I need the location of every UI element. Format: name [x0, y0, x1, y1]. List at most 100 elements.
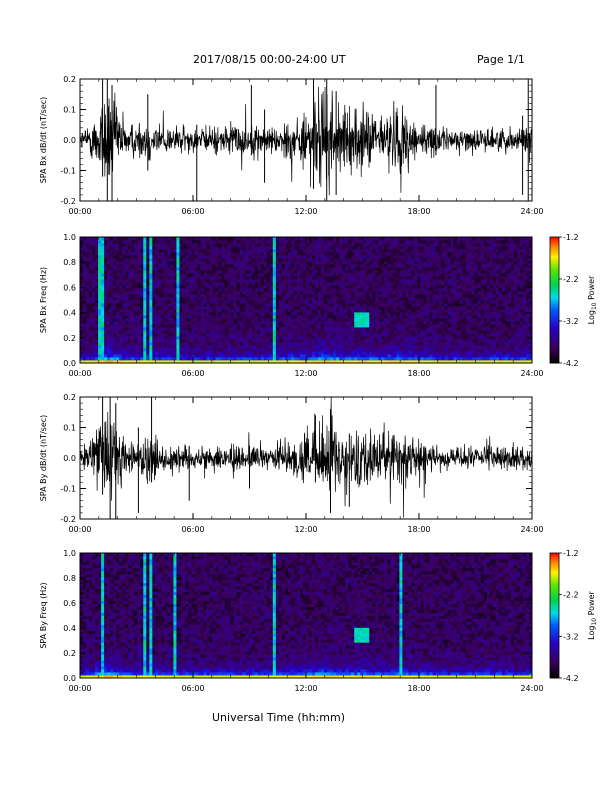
- spectrogram-cell: [143, 255, 147, 259]
- spectrogram-cell: [387, 243, 391, 247]
- spectrogram-cell: [372, 264, 376, 268]
- spectrogram-cell: [290, 285, 295, 289]
- spectrogram-cell: [155, 273, 159, 277]
- spectrogram-cell: [366, 342, 370, 346]
- spectrogram-cell: [330, 264, 334, 268]
- spectrogram-cell: [125, 315, 129, 319]
- spectrogram-cell: [95, 348, 99, 352]
- spectrogram-cell: [191, 246, 195, 250]
- spectrogram-cell: [95, 288, 99, 292]
- spectrogram-cell: [366, 351, 370, 355]
- spectrogram-cell: [287, 315, 292, 319]
- waveform: [79, 86, 533, 196]
- spectrogram-cell: [435, 351, 439, 355]
- spectrogram-cell: [375, 315, 379, 319]
- spectrogram-cell: [239, 345, 244, 349]
- spectrogram-cell: [278, 318, 283, 322]
- spectrogram-cell: [131, 273, 135, 277]
- spectrogram-cell: [342, 249, 346, 253]
- spectrogram-cell: [266, 294, 271, 298]
- spectrogram-cell: [236, 237, 241, 241]
- spectrogram-cell: [95, 309, 99, 313]
- spectrogram-cell: [296, 297, 301, 301]
- spectrogram-cell: [233, 297, 238, 301]
- spectrogram-cell: [357, 318, 361, 322]
- spectrogram-cell: [170, 327, 174, 331]
- spectrogram-cell: [245, 318, 250, 322]
- spectrogram-cell: [315, 258, 319, 262]
- spectrogram-cell: [420, 339, 424, 343]
- spectrogram-cell: [315, 276, 319, 280]
- spectrogram-cell: [236, 318, 241, 322]
- spectrogram-cell: [179, 237, 183, 241]
- spectrogram-cell: [98, 342, 102, 346]
- spectrogram-cell: [290, 246, 295, 250]
- spectrogram-cell: [426, 309, 430, 313]
- spectrogram-cell: [128, 324, 132, 328]
- spectrogram-cell: [263, 306, 268, 310]
- spectrogram-cell: [80, 357, 84, 361]
- spectrogram-cell: [206, 333, 210, 337]
- spectrogram-cell: [435, 321, 439, 325]
- spectrogram-cell: [420, 354, 424, 358]
- spectrogram-cell: [176, 333, 180, 337]
- spectrogram-cell: [176, 339, 180, 343]
- spectrogram-cell: [164, 267, 168, 271]
- spectrogram-cell: [384, 270, 388, 274]
- spectrogram-cell: [333, 339, 337, 343]
- spectrogram-cell: [164, 300, 168, 304]
- spectrogram-cell: [411, 315, 415, 319]
- spectrogram-cell: [164, 333, 168, 337]
- spectrogram-cell: [366, 249, 370, 253]
- spectrogram-cell: [417, 252, 421, 256]
- spectrogram-cell: [302, 303, 307, 307]
- spectrogram-cell: [402, 336, 406, 340]
- spectrogram-cell: [197, 243, 201, 247]
- spectrogram-cell: [185, 270, 189, 274]
- spectrogram-cell: [387, 351, 391, 355]
- spectrogram-cell: [206, 243, 210, 247]
- spectrogram-cell: [161, 294, 165, 298]
- spectrogram-cell: [387, 354, 391, 358]
- spectrogram-cell: [257, 291, 262, 295]
- spectrogram-cell: [107, 273, 111, 277]
- spectrogram-cell: [432, 315, 436, 319]
- spectrogram-cell: [161, 348, 165, 352]
- spectrogram-cell: [393, 300, 397, 304]
- spectrogram-cell: [396, 303, 400, 307]
- spectrogram-cell: [89, 237, 93, 241]
- spectrogram-cell: [435, 342, 439, 346]
- spectrogram-cell: [387, 249, 391, 253]
- spectrogram-cell: [89, 240, 93, 244]
- spectrogram-cell: [215, 300, 220, 304]
- spectrogram-cell: [188, 240, 192, 244]
- spectrogram-cell: [209, 348, 213, 352]
- spectrogram-cell: [260, 270, 265, 274]
- spectrogram-cell: [429, 345, 433, 349]
- spectrogram-cell: [408, 264, 412, 268]
- spectrogram-cell: [333, 297, 337, 301]
- spectrogram-cell: [420, 300, 424, 304]
- spectrogram-cell: [80, 276, 84, 280]
- spectrogram-cell: [101, 303, 105, 307]
- spectrogram-cell: [396, 261, 400, 265]
- spectrogram-cell: [342, 267, 346, 271]
- spectrogram-cell: [384, 243, 388, 247]
- spectrogram-cell: [393, 282, 397, 286]
- spectrogram-cell: [140, 267, 144, 271]
- spectrogram-cell: [278, 261, 283, 265]
- spectrogram-cell: [302, 315, 307, 319]
- spectrogram-cell: [278, 249, 283, 253]
- spectrogram-cell: [378, 351, 382, 355]
- spectrogram-cell: [230, 321, 235, 325]
- spectrogram-cell: [146, 297, 150, 301]
- spectrogram-cell: [432, 288, 436, 292]
- spectrogram-cell: [95, 345, 99, 349]
- spectrogram-cell: [302, 327, 307, 331]
- spectrogram-cell: [309, 294, 313, 298]
- spectrogram-cell: [89, 321, 93, 325]
- spectrogram-cell: [420, 309, 424, 313]
- spectrogram-cell: [318, 276, 322, 280]
- spectrogram-cell: [137, 261, 141, 265]
- spectrogram-cell: [104, 291, 108, 295]
